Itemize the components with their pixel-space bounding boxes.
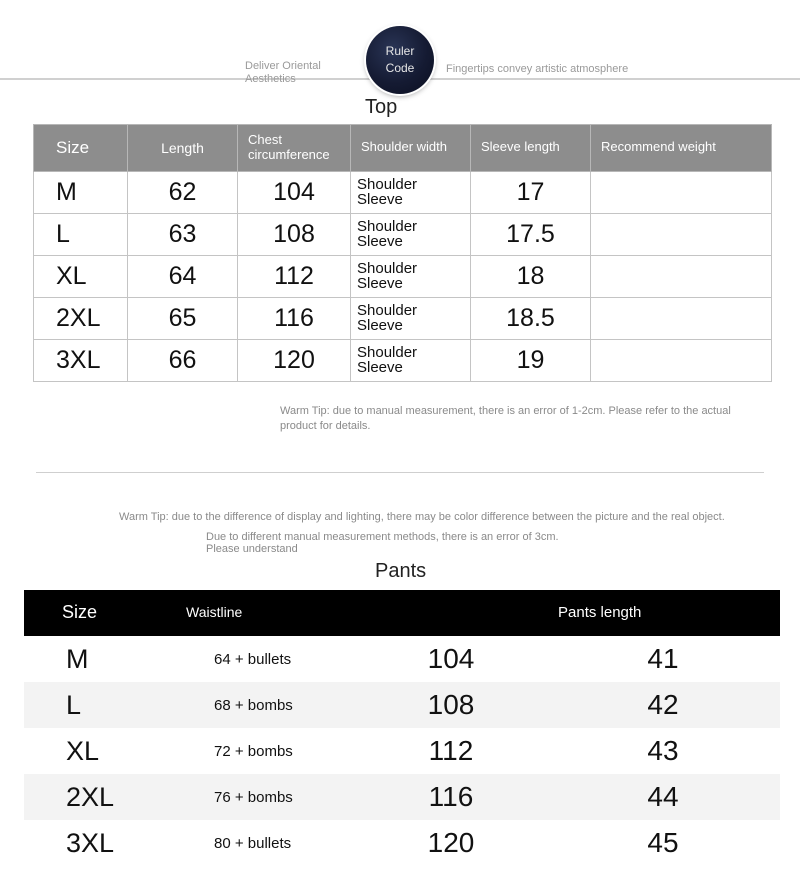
cell-pants-length: 41 [546,636,780,682]
cell-shoulder: ShoulderSleeve [351,255,471,297]
table-row: L68 + bombs10842 [24,682,780,728]
pcol-size: Size [24,590,174,636]
top-table-header-row: Size Length Chest circumference Shoulder… [34,125,772,172]
cell-size: 3XL [24,820,174,866]
cell-waistline: 80 + bullets [174,820,356,866]
cell-recommend [591,255,772,297]
cell-recommend [591,297,772,339]
top-table-body: M62104ShoulderSleeve17L63108ShoulderSlee… [34,171,772,381]
cell-sleeve: 18 [471,255,591,297]
cell-waistline: 72 + bombs [174,728,356,774]
cell-chest: 108 [238,213,351,255]
cell-shoulder: ShoulderSleeve [351,297,471,339]
col-recommend: Recommend weight [591,125,772,172]
pants-table-body: M64 + bullets10441L68 + bombs10842XL72 +… [24,636,780,866]
table-row: 3XL80 + bullets12045 [24,820,780,866]
table-row: 3XL66120ShoulderSleeve19 [34,339,772,381]
header-tagline-right: Fingertips convey artistic atmosphere [446,63,628,75]
cell-chest: 112 [238,255,351,297]
pants-section-title: Pants [375,560,426,583]
table-row: 2XL65116ShoulderSleeve18.5 [34,297,772,339]
cell-pants-length: 42 [546,682,780,728]
badge-line1: Ruler [386,43,415,60]
cell-size: 3XL [34,339,128,381]
cell-chest: 116 [238,297,351,339]
cell-sleeve: 19 [471,339,591,381]
cell-shoulder: ShoulderSleeve [351,171,471,213]
cell-shoulder: ShoulderSleeve [351,213,471,255]
cell-chest: 104 [238,171,351,213]
cell-pants-length: 44 [546,774,780,820]
cell-size: 2XL [24,774,174,820]
cell-recommend [591,339,772,381]
table-row: XL64112ShoulderSleeve18 [34,255,772,297]
cell-size: 2XL [34,297,128,339]
pcol-waistline: Waistline [174,590,356,636]
table-row: M62104ShoulderSleeve17 [34,171,772,213]
cell-v3: 112 [356,728,546,774]
top-size-table: Size Length Chest circumference Shoulder… [33,124,772,382]
col-chest: Chest circumference [238,125,351,172]
cell-length: 66 [128,339,238,381]
cell-waistline: 64 + bullets [174,636,356,682]
header-tagline-left: Deliver Oriental Aesthetics [245,60,355,86]
pants-table-header-row: Size Waistline Pants length [24,590,780,636]
top-section-title: Top [365,96,397,119]
top-warm-tip: Warm Tip: due to manual measurement, the… [280,404,760,434]
cell-recommend [591,171,772,213]
cell-waistline: 76 + bombs [174,774,356,820]
cell-recommend [591,213,772,255]
cell-waistline: 68 + bombs [174,682,356,728]
pcol-blank [356,590,546,636]
cell-length: 65 [128,297,238,339]
table-row: M64 + bullets10441 [24,636,780,682]
cell-length: 63 [128,213,238,255]
cell-pants-length: 43 [546,728,780,774]
ruler-code-badge: Ruler Code [366,26,434,94]
cell-v3: 108 [356,682,546,728]
table-row: XL72 + bombs11243 [24,728,780,774]
middle-tip-line3: Please understand [206,542,298,557]
middle-tip-line1: Warm Tip: due to the difference of displ… [119,510,725,525]
cell-length: 62 [128,171,238,213]
cell-size: XL [24,728,174,774]
pants-size-table: Size Waistline Pants length M64 + bullet… [24,590,780,866]
col-size: Size [34,125,128,172]
col-sleeve: Sleeve length [471,125,591,172]
section-divider [36,472,764,473]
cell-sleeve: 17 [471,171,591,213]
cell-v3: 116 [356,774,546,820]
pcol-pants-length: Pants length [546,590,780,636]
cell-size: L [34,213,128,255]
cell-sleeve: 17.5 [471,213,591,255]
cell-size: XL [34,255,128,297]
table-row: 2XL76 + bombs11644 [24,774,780,820]
cell-pants-length: 45 [546,820,780,866]
col-length: Length [128,125,238,172]
cell-size: M [24,636,174,682]
cell-size: L [24,682,174,728]
cell-sleeve: 18.5 [471,297,591,339]
cell-size: M [34,171,128,213]
cell-length: 64 [128,255,238,297]
col-shoulder: Shoulder width [351,125,471,172]
cell-shoulder: ShoulderSleeve [351,339,471,381]
badge-line2: Code [386,60,415,77]
cell-chest: 120 [238,339,351,381]
cell-v3: 104 [356,636,546,682]
table-row: L63108ShoulderSleeve17.5 [34,213,772,255]
cell-v3: 120 [356,820,546,866]
